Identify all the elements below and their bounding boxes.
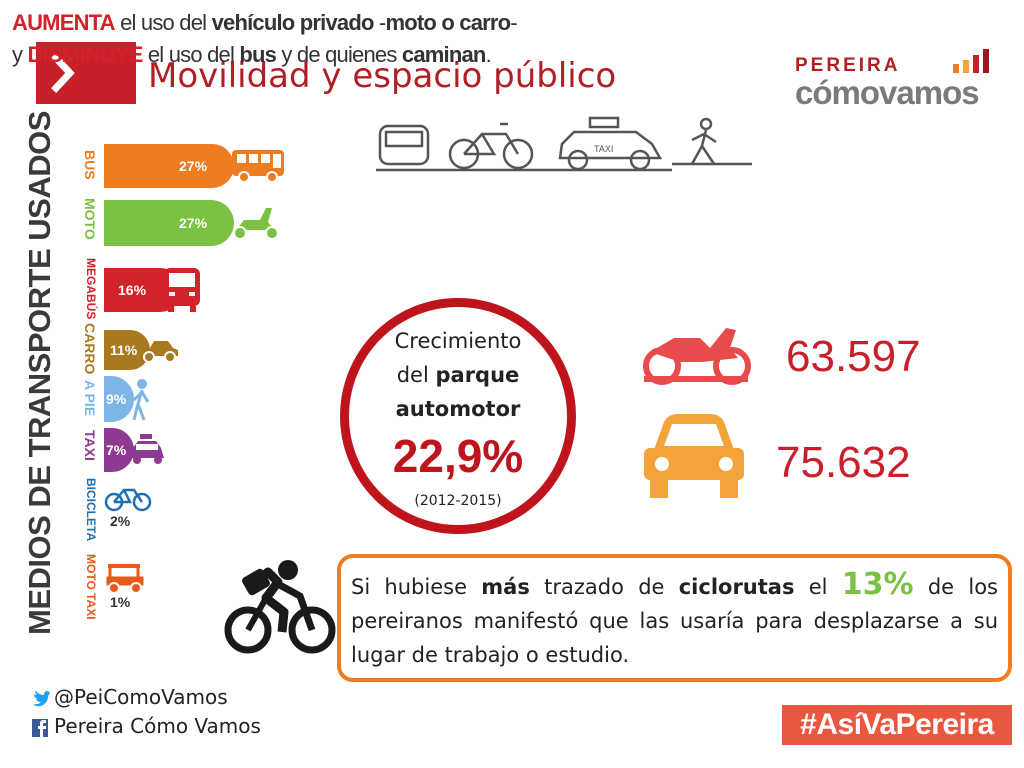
bar-carro: 11%: [104, 330, 150, 370]
pct-bicicleta: 2%: [110, 513, 131, 529]
cyclist-icon: [224, 560, 336, 654]
stat-motorcycles: 63.597: [786, 332, 921, 381]
taxi-icon: [130, 434, 164, 464]
logo-vamos: vamos: [879, 74, 980, 111]
motorcycle-icon: [643, 328, 751, 385]
top-callout: AUMENTA el uso del vehículo privado -mot…: [0, 0, 558, 78]
growth-circle: Crecimiento del parque automotor 22,9% (…: [340, 298, 576, 534]
car-icon: [140, 341, 178, 363]
facebook-icon: [32, 718, 48, 737]
logo-como: cómo: [795, 74, 880, 111]
bus-outline-icon: [376, 124, 438, 172]
scooter-icon: [233, 208, 279, 240]
circle-line-1: Crecimiento: [394, 329, 522, 353]
bar-bus: 27%: [104, 144, 234, 188]
stat-cars: 75.632: [776, 438, 911, 487]
bottom-callout: Si hubiese más trazado de ciclorutas el …: [337, 554, 1012, 682]
callout-line-2: y DISMINUYE el uso del bus y de quienes …: [12, 42, 492, 67]
logo-text-top: PEREIRA: [795, 55, 901, 76]
callout-line-1: AUMENTA el uso del vehículo privado -mot…: [12, 10, 518, 35]
pedestrian-outline-icon: [672, 117, 752, 166]
pedestrian-icon: [132, 379, 150, 421]
bottom-callout-text: Si hubiese más trazado de ciclorutas el …: [351, 567, 998, 668]
bicycle-outline-icon: [438, 122, 556, 172]
hashtag-banner: #AsíVaPereira: [782, 705, 1012, 745]
bar-chart-icon: [953, 49, 989, 73]
page-title: Movilidad y espacio público: [148, 56, 617, 96]
taxi-outline-icon: [556, 116, 672, 172]
facebook-page[interactable]: Pereira Cómo Vamos: [32, 714, 261, 738]
vehicles-line-drawing: TAXI: [376, 116, 752, 172]
bus-icon: [232, 150, 284, 183]
header-accent-box: [36, 42, 136, 104]
circle-percent: 22,9%: [392, 430, 524, 482]
bar-moto: 27%: [104, 200, 234, 246]
car-front-icon: [644, 414, 744, 498]
twitter-icon: [33, 690, 50, 706]
chevron-right-icon: [51, 53, 75, 93]
taxi-sign-text: TAXI: [594, 144, 613, 154]
circle-line-3: automotor: [395, 397, 521, 421]
megabus-icon: [164, 268, 200, 312]
bicycle-icon: [104, 488, 152, 512]
logo-text-bottom: cómovamos: [795, 74, 980, 112]
twitter-handle[interactable]: @PeiComoVamos: [32, 685, 228, 709]
circle-period: (2012-2015): [414, 493, 502, 509]
side-title: MEDIOS DE TRANSPORTE USADOS: [22, 111, 57, 635]
mototaxi-icon: [106, 564, 144, 594]
circle-line-2: del parque: [396, 363, 520, 387]
pct-moto-taxi: 1%: [110, 594, 131, 610]
